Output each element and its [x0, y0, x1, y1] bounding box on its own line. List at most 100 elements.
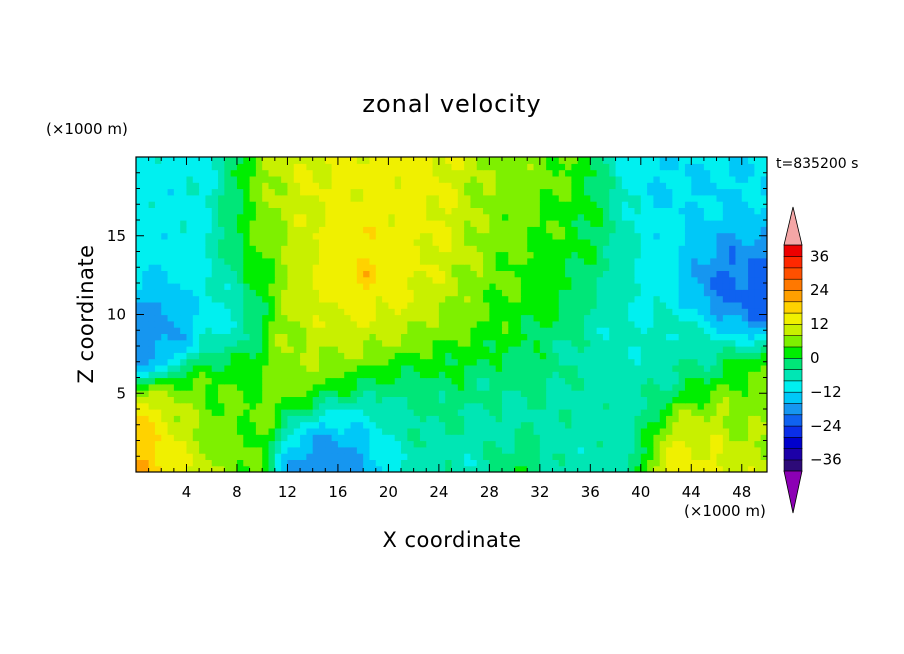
heatmap-cell [659, 245, 667, 253]
heatmap-cell [514, 270, 522, 278]
heatmap-cell [539, 251, 547, 259]
heatmap-cell [571, 188, 579, 196]
heatmap-cell [476, 339, 484, 347]
heatmap-cell [432, 352, 440, 360]
heatmap-cell [520, 245, 528, 253]
heatmap-cell [489, 440, 497, 448]
heatmap-cell [281, 364, 289, 372]
heatmap-cell [640, 459, 648, 467]
heatmap-cell [154, 175, 162, 183]
heatmap-cell [426, 169, 434, 177]
heatmap-cell [300, 427, 307, 435]
heatmap-cell [167, 358, 175, 366]
heatmap-cell [211, 264, 219, 271]
heatmap-cell [148, 390, 156, 397]
heatmap-cell [161, 276, 169, 284]
heatmap-cell [741, 175, 749, 183]
heatmap-cell [748, 238, 755, 246]
heatmap-cell [533, 182, 541, 190]
heatmap-cell [325, 188, 333, 196]
heatmap-cell [539, 453, 547, 460]
heatmap-cell [401, 333, 408, 341]
heatmap-cell [281, 346, 289, 353]
heatmap-cell [173, 440, 181, 448]
heatmap-cell [369, 364, 377, 372]
heatmap-cell [710, 194, 718, 202]
heatmap-cell [501, 289, 509, 297]
heatmap-cell [142, 465, 150, 472]
heatmap-cell [344, 377, 352, 385]
heatmap-cell [218, 169, 225, 177]
heatmap-cell [236, 364, 244, 372]
heatmap-cell [224, 169, 232, 177]
heatmap-cell [546, 333, 554, 341]
heatmap-cell [363, 188, 371, 196]
heatmap-cell [167, 364, 175, 372]
heatmap-cell [293, 339, 301, 347]
heatmap-cell [520, 440, 528, 448]
heatmap-cell [218, 383, 225, 391]
heatmap-cell [571, 207, 579, 215]
heatmap-cell [236, 352, 244, 360]
heatmap-cell [300, 163, 307, 171]
heatmap-cell [602, 194, 610, 202]
heatmap-cell [382, 339, 389, 347]
heatmap-cell [735, 396, 743, 404]
heatmap-cell [344, 276, 352, 284]
heatmap-cell [621, 289, 629, 297]
heatmap-cell [703, 301, 711, 309]
heatmap-cell [615, 238, 623, 246]
heatmap-cell [584, 446, 591, 454]
heatmap-cell [192, 308, 200, 316]
heatmap-cell [142, 390, 150, 397]
heatmap-cell [356, 251, 364, 259]
heatmap-cell [684, 169, 692, 177]
heatmap-cell [527, 352, 535, 360]
heatmap-cell [666, 276, 673, 284]
heatmap-cell [356, 276, 364, 284]
heatmap-cell [565, 213, 572, 221]
heatmap-cell [293, 390, 301, 397]
heatmap-cell [628, 440, 636, 448]
heatmap-cell [243, 446, 251, 454]
heatmap-cell [760, 213, 767, 221]
heatmap-cell [691, 283, 699, 290]
heatmap-cell [520, 226, 528, 234]
heatmap-cell [230, 194, 238, 202]
heatmap-cell [716, 232, 724, 240]
heatmap-cell [647, 207, 655, 215]
heatmap-cell [236, 201, 244, 208]
heatmap-cell [136, 251, 143, 259]
heatmap-cell [287, 213, 295, 221]
heatmap-cell [419, 283, 427, 290]
heatmap-cell [615, 371, 623, 379]
heatmap-cell [205, 327, 213, 334]
heatmap-cell [684, 213, 692, 221]
heatmap-cell [577, 182, 585, 190]
heatmap-cell [350, 459, 358, 467]
heatmap-cell [180, 157, 188, 164]
heatmap-cell [514, 346, 522, 353]
heatmap-cell [520, 427, 528, 435]
heatmap-cell [413, 301, 421, 309]
heatmap-cell [394, 453, 402, 460]
heatmap-cell [356, 453, 364, 460]
heatmap-cell [520, 257, 528, 265]
heatmap-cell [678, 427, 686, 435]
heatmap-cell [609, 339, 617, 347]
heatmap-cell [142, 270, 150, 278]
heatmap-cell [249, 358, 257, 366]
heatmap-cell [167, 270, 175, 278]
heatmap-cell [678, 157, 686, 164]
heatmap-cell [318, 289, 326, 297]
heatmap-cell [407, 245, 415, 253]
heatmap-cell [369, 157, 377, 164]
heatmap-cell [173, 232, 181, 240]
heatmap-cell [577, 220, 585, 227]
heatmap-cell [419, 226, 427, 234]
heatmap-cell [350, 251, 358, 259]
heatmap-cell [161, 270, 169, 278]
heatmap-cell [167, 245, 175, 253]
heatmap-cell [325, 276, 333, 284]
heatmap-cell [432, 226, 440, 234]
